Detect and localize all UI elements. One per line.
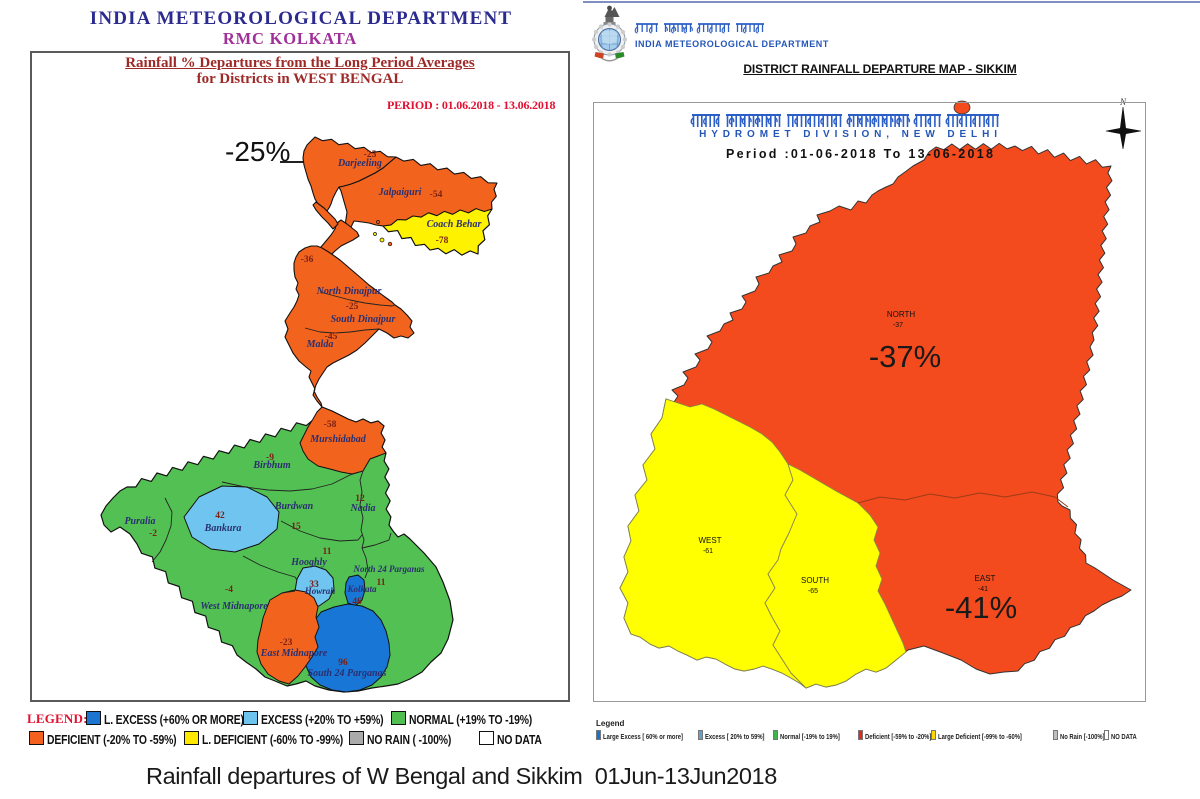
svg-text:Birbhum: Birbhum [252, 460, 290, 471]
svg-text:-9: -9 [266, 453, 274, 463]
svg-text:NORTH: NORTH [887, 310, 916, 319]
svg-text:Hooghly: Hooghly [290, 557, 327, 568]
svg-text:-25: -25 [364, 150, 377, 160]
svg-text:11: 11 [377, 578, 386, 588]
svg-text:-37: -37 [893, 322, 903, 329]
svg-text:-41: -41 [978, 586, 988, 593]
svg-text:12: 12 [355, 494, 365, 504]
svg-text:-37%: -37% [869, 339, 941, 374]
svg-text:Puralia: Puralia [124, 516, 155, 527]
svg-text:Coach Behar: Coach Behar [427, 219, 482, 230]
svg-text:-41%: -41% [945, 590, 1017, 625]
svg-text:South Dinajpur: South Dinajpur [331, 314, 396, 325]
svg-text:East Midnapore: East Midnapore [260, 648, 328, 659]
svg-text:-25: -25 [346, 302, 359, 312]
svg-text:11: 11 [323, 547, 332, 557]
svg-text:46: 46 [352, 597, 362, 607]
svg-text:-4: -4 [225, 585, 233, 595]
svg-text:North Dinajpur: North Dinajpur [316, 286, 382, 297]
svg-text:Kolkata: Kolkata [346, 584, 377, 594]
svg-text:33: 33 [309, 580, 319, 590]
svg-text:EAST: EAST [975, 574, 996, 583]
svg-text:Murshidabad: Murshidabad [309, 434, 367, 445]
svg-text:-78: -78 [436, 236, 449, 246]
svg-text:-61: -61 [703, 548, 713, 555]
svg-text:Jalpaiguri: Jalpaiguri [378, 187, 422, 198]
svg-text:WEST: WEST [698, 536, 721, 545]
svg-text:-36: -36 [301, 255, 314, 265]
svg-text:Malda: Malda [306, 339, 334, 350]
svg-text:Howrah: Howrah [304, 586, 336, 596]
svg-text:Burdwan: Burdwan [274, 501, 314, 512]
svg-text:North 24 Parganas: North 24 Parganas [352, 564, 425, 574]
svg-text:-2: -2 [149, 529, 157, 539]
svg-text:-23: -23 [280, 638, 293, 648]
svg-text:-65: -65 [808, 588, 818, 595]
svg-text:Nadia: Nadia [350, 503, 376, 514]
svg-text:96: 96 [338, 658, 348, 668]
svg-text:-54: -54 [430, 190, 443, 200]
svg-text:-58: -58 [324, 420, 337, 430]
svg-text:Bankura: Bankura [204, 523, 242, 534]
svg-text:15: 15 [291, 522, 301, 532]
svg-text:-45: -45 [325, 332, 338, 342]
svg-text:West Midnapore: West Midnapore [200, 601, 268, 612]
svg-text:Darjeeling: Darjeeling [337, 158, 382, 169]
svg-text:SOUTH: SOUTH [801, 576, 829, 585]
svg-text:42: 42 [215, 511, 225, 521]
svg-text:South 24 Parganas: South 24 Parganas [308, 668, 387, 679]
